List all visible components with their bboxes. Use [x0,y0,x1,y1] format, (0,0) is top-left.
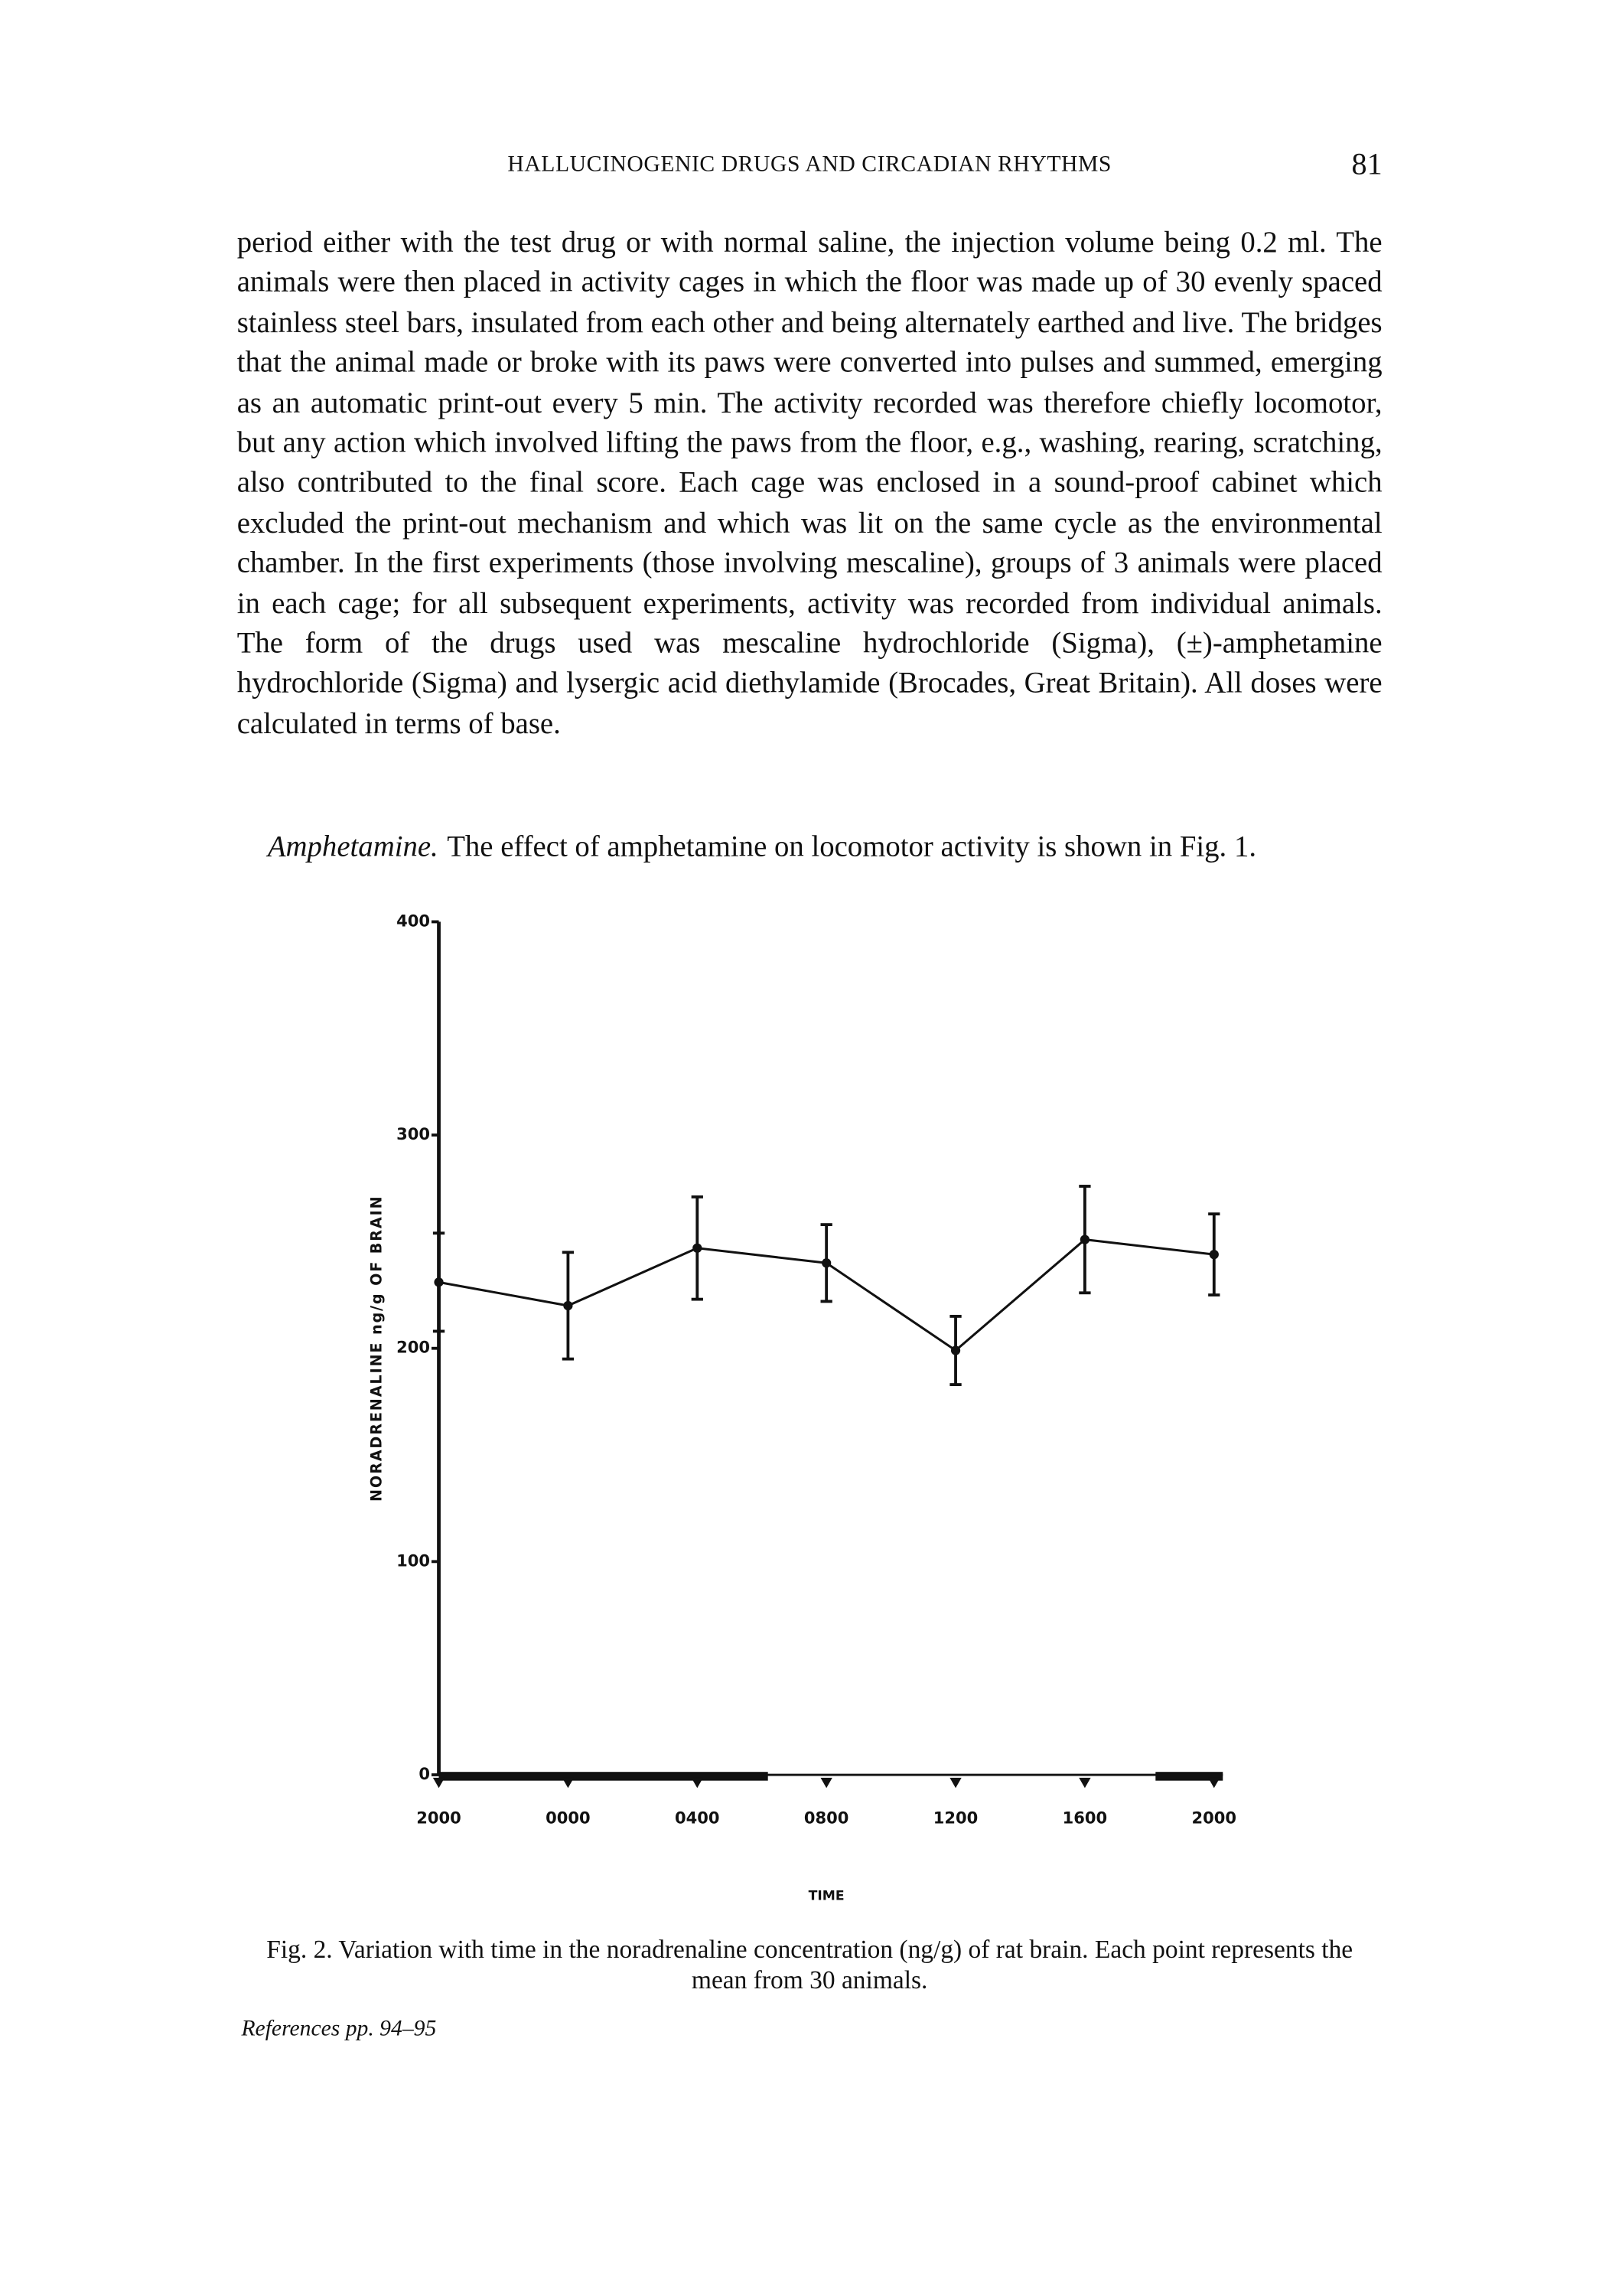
x-tick-label: 2000 [416,1808,461,1827]
run-in-heading: Amphetamine. [267,830,438,863]
x-axis-title: TIME [809,1889,845,1904]
x-tick [691,1777,703,1789]
x-tick [1208,1777,1220,1789]
dark-period [438,1772,768,1781]
y-tick-label: 0 [419,1764,430,1783]
y-axis-title: NORADRENALINE ng/g OF BRAIN [368,1195,386,1501]
y-tick-label: 300 [396,1124,430,1143]
data-point [563,1300,573,1311]
x-tick [562,1777,575,1789]
data-point [434,1277,444,1287]
x-tick-label: 0000 [546,1808,591,1827]
data-point [692,1243,702,1253]
y-tick-label: 400 [396,911,430,930]
section-text: The effect of amphetamine on locomotor a… [447,830,1257,863]
x-tick [820,1777,832,1789]
x-tick-label: 2000 [1192,1808,1237,1827]
footer-reference: References pp. 94–95 [241,2016,437,2041]
chart: 0 100 200 300 400 2000 0000 0400 0800 1200 1600 200… [368,911,1237,1904]
x-tick [949,1777,962,1789]
x-tick-label: 1600 [1063,1808,1108,1827]
data-point [1209,1250,1219,1260]
y-tick-label: 100 [396,1551,430,1570]
x-tick [1079,1777,1091,1789]
body-paragraph: period either with the test drug or with… [236,227,1383,741]
data-point [822,1258,832,1268]
data-point [1080,1234,1090,1244]
dark-period [1155,1772,1223,1781]
running-title: HALLUCINOGENIC DRUGS AND CIRCADIAN RHYTH… [507,152,1112,178]
data-point [950,1345,961,1355]
x-tick-label: 0400 [675,1808,720,1827]
running-head: HALLUCINOGENIC DRUGS AND CIRCADIAN RHYTH… [237,146,1383,188]
figure-caption: Fig. 2. Variation with time in the norad… [266,1934,1353,1994]
page-number: 81 [1351,146,1383,182]
x-tick [432,1777,445,1789]
section-paragraph: Amphetamine. The effect of amphetamine on… [268,831,1383,865]
dark-period-bars [438,1772,1223,1781]
x-tick-label: 0800 [804,1808,849,1827]
y-tick-label: 200 [396,1338,430,1357]
x-tick-label: 1200 [933,1808,979,1827]
